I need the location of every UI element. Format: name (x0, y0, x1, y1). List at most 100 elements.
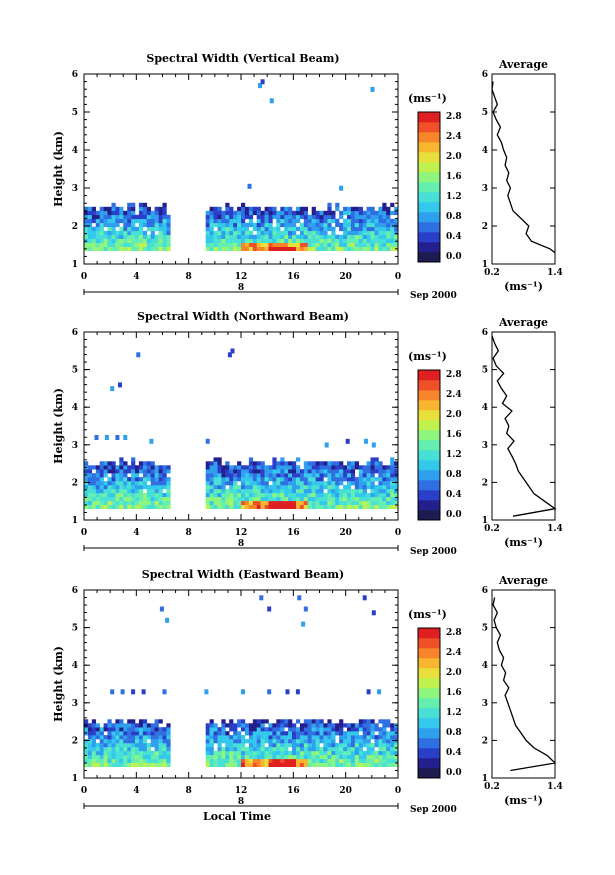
heatmap-cell (107, 739, 112, 744)
heatmap-cell (237, 739, 242, 744)
heatmap-cell (213, 739, 218, 744)
heatmap-cell (319, 731, 324, 736)
heatmap-cell (142, 206, 148, 212)
heatmap-cell (221, 230, 226, 236)
heatmap-cell (91, 218, 96, 224)
colorbar-swatch (418, 202, 440, 213)
heatmap-cell (150, 210, 155, 216)
y-tick-label: 5 (72, 624, 78, 634)
heatmap-cell (119, 457, 124, 462)
heatmap-cell (154, 500, 159, 505)
heatmap-cell (292, 226, 297, 232)
heatmap-cell (146, 504, 151, 509)
heatmap-cell (331, 210, 336, 216)
heatmap-cell (213, 238, 218, 243)
heatmap-cell (327, 481, 332, 486)
heatmap-cell (362, 735, 367, 740)
heatmap-cell (213, 465, 218, 470)
heatmap-cell (394, 492, 399, 498)
heatmap-cell (248, 731, 254, 736)
heatmap-cell (362, 246, 367, 251)
heatmap-cell (296, 242, 301, 247)
heatmap-cell (362, 719, 367, 724)
heatmap-cell (162, 206, 167, 212)
heatmap-cell (99, 754, 104, 760)
heatmap-cell (91, 246, 96, 251)
heatmap-cell (123, 477, 128, 482)
heatmap-cell (311, 481, 316, 486)
heatmap-cell (350, 218, 356, 224)
heatmap-cell (366, 238, 371, 243)
heatmap-cell (162, 727, 167, 732)
heatmap-cell (225, 222, 230, 228)
heatmap-cell (307, 500, 312, 505)
heatmap-cell (307, 743, 312, 748)
heatmap-cell (323, 210, 328, 216)
heatmap-cell (237, 496, 242, 502)
heatmap-cell (209, 473, 214, 478)
heatmap-cell (378, 762, 383, 767)
heatmap-cell (237, 492, 242, 498)
heatmap-cell (358, 246, 363, 251)
colorbar-swatch (418, 122, 440, 133)
colorbar-swatch (418, 400, 440, 411)
heatmap-cell (390, 743, 395, 748)
heatmap-cell (95, 723, 100, 728)
heatmap-cell (209, 727, 214, 732)
heatmap-cell (268, 743, 273, 748)
heatmap-cell (280, 218, 285, 224)
heatmap-cell (280, 457, 285, 462)
heatmap-cell (374, 754, 379, 760)
heatmap-cell (111, 731, 116, 736)
heatmap-cell (154, 218, 159, 224)
heatmap-cell (213, 504, 218, 509)
heatmap-cell (252, 206, 257, 212)
heatmap-cell (221, 465, 226, 470)
heatmap-cell (205, 461, 210, 466)
heatmap-cell (131, 457, 136, 462)
heatmap-cell (217, 206, 222, 212)
heatmap-cell (272, 496, 277, 502)
colorbar-swatch (418, 380, 440, 391)
heatmap-cell (209, 465, 214, 470)
heatmap-cell (233, 473, 238, 478)
heatmap-cell (123, 762, 128, 767)
heatmap-cell (378, 489, 383, 494)
heatmap-cell (229, 234, 234, 239)
heatmap-cell (303, 218, 308, 224)
heatmap-cell (127, 218, 132, 224)
heatmap-cell (119, 226, 124, 232)
heatmap-cell (99, 242, 104, 247)
heatmap (84, 348, 399, 509)
heatmap-cell (264, 500, 269, 505)
heatmap-cell (390, 750, 395, 756)
heatmap-cell (131, 238, 136, 243)
heatmap-cell (374, 226, 379, 232)
heatmap-cell (264, 747, 269, 752)
heatmap-cell (292, 762, 297, 767)
heatmap-cell (142, 735, 148, 740)
heatmap-cell (323, 723, 328, 728)
heatmap-cell (260, 218, 265, 224)
heatmap-cell (292, 743, 297, 748)
heatmap-cell (209, 481, 214, 486)
heatmap-cell (335, 461, 340, 466)
heatmap-cell (158, 226, 163, 232)
heatmap-cell (119, 758, 124, 763)
heatmap-cell (319, 230, 324, 236)
heatmap-cell (260, 731, 265, 736)
heatmap-cell (288, 723, 293, 728)
heatmap-cell (319, 461, 324, 466)
heatmap-cell (296, 496, 301, 502)
heatmap-cell (213, 489, 218, 494)
heatmap-cell (252, 762, 257, 767)
heatmap-cell (252, 461, 257, 466)
heatmap-cell (154, 465, 159, 470)
heatmap-cell (268, 230, 273, 236)
heatmap-cell (311, 500, 316, 505)
heatmap-cell (382, 485, 387, 490)
heatmap-cell (158, 477, 163, 482)
heatmap-cell (237, 747, 242, 752)
heatmap-cell (296, 238, 301, 243)
heatmap-cell (296, 477, 301, 482)
